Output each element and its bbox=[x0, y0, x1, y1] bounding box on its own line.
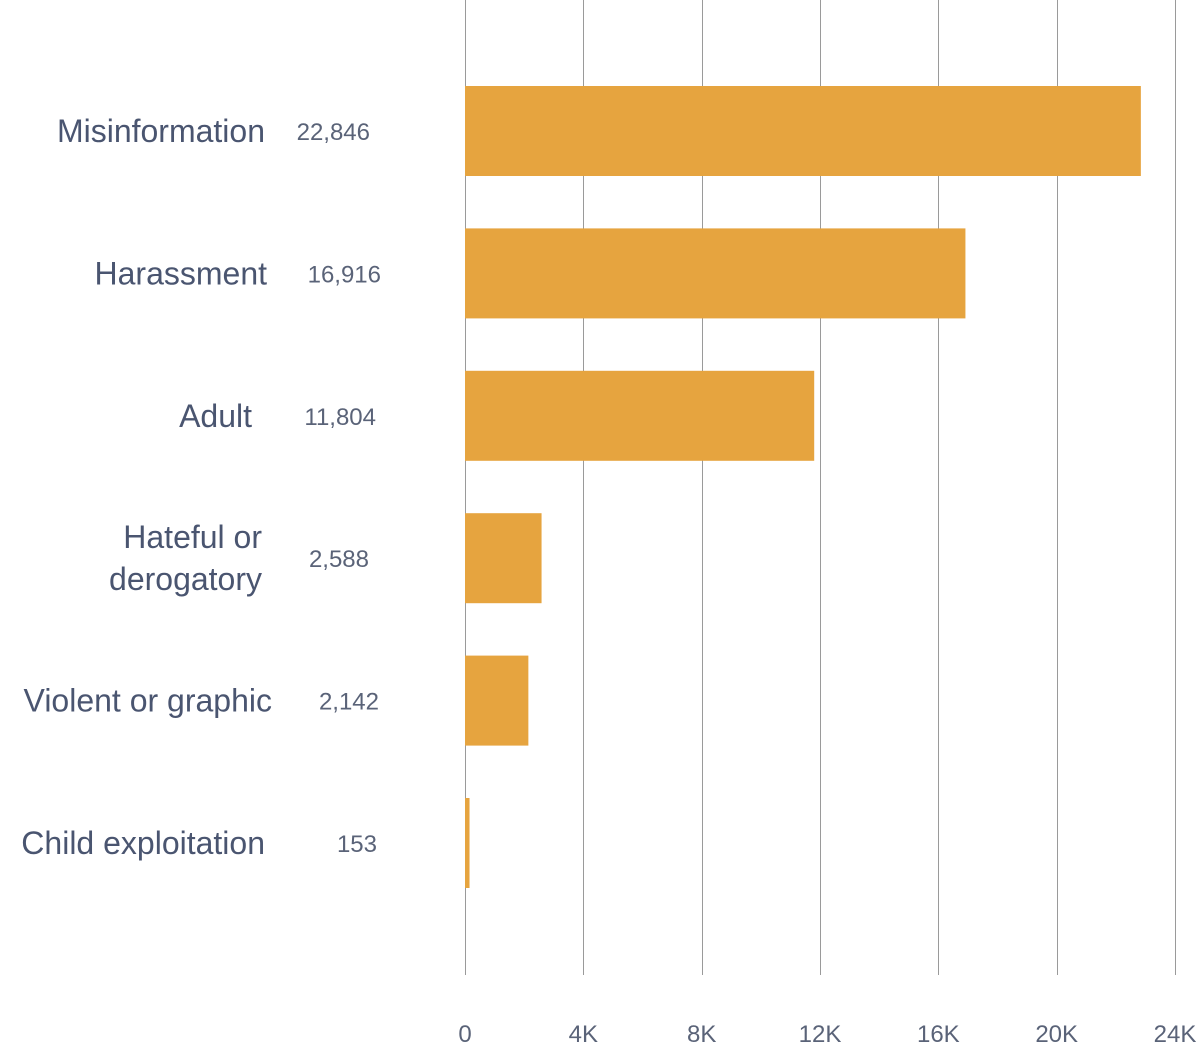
value-label: 11,804 bbox=[304, 404, 376, 431]
bar-1 bbox=[465, 228, 966, 319]
bar-3 bbox=[465, 513, 542, 604]
category-label: derogatory bbox=[109, 561, 262, 597]
bar-2 bbox=[465, 370, 815, 461]
value-label: 16,916 bbox=[308, 261, 381, 288]
x-tick-label: 24K bbox=[1154, 1021, 1197, 1048]
x-axis-ticks: 0 4K 8K 12K 16K 20K 24K bbox=[458, 1021, 1196, 1048]
category-label: Harassment bbox=[95, 255, 268, 291]
category-label: Hateful or bbox=[123, 519, 262, 555]
value-label: 153 bbox=[337, 831, 377, 858]
value-labels: 22,846 16,916 11,804 2,588 2,142 153 bbox=[297, 119, 381, 858]
category-label: Misinformation bbox=[57, 113, 265, 149]
category-label: Violent or graphic bbox=[24, 683, 272, 719]
value-label: 2,142 bbox=[319, 689, 379, 716]
category-label: Child exploitation bbox=[21, 825, 265, 861]
category-label: Adult bbox=[179, 398, 252, 434]
value-label: 2,588 bbox=[309, 546, 369, 573]
x-tick-label: 8K bbox=[687, 1021, 716, 1048]
x-tick-label: 0 bbox=[458, 1021, 471, 1048]
bar-5 bbox=[465, 798, 470, 888]
x-tick-label: 20K bbox=[1035, 1021, 1078, 1048]
bar-0 bbox=[465, 86, 1141, 176]
bar-4 bbox=[465, 655, 529, 746]
bars bbox=[465, 86, 1141, 888]
x-tick-label: 4K bbox=[569, 1021, 598, 1048]
value-label: 22,846 bbox=[297, 119, 370, 146]
category-labels: Misinformation Harassment Adult Hateful or d… bbox=[21, 113, 272, 861]
x-tick-label: 16K bbox=[917, 1021, 960, 1048]
x-tick-label: 12K bbox=[799, 1021, 842, 1048]
